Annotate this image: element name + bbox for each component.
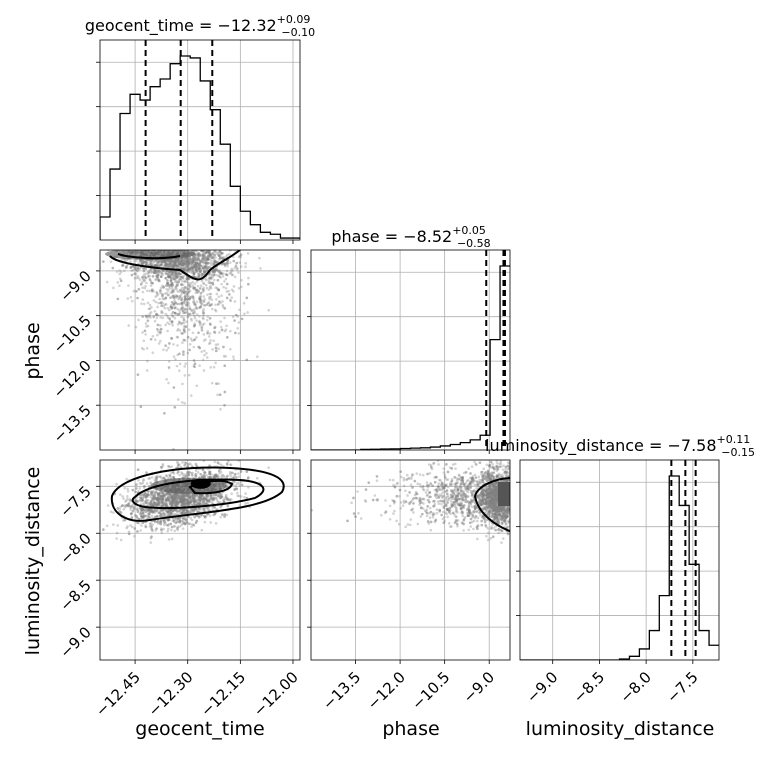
x-tick-label: −9.0 xyxy=(523,668,561,706)
axes-frame xyxy=(99,39,301,241)
panel-geocent_time-vs-phase: −13.5−12.0−10.5 −9.0 xyxy=(50,249,301,454)
panel-luminosity_distance-hist: −9.0 −8.5 −8.0 −7.5 xyxy=(516,459,720,707)
xlabel-luminosity-distance: luminosity_distance xyxy=(526,718,715,740)
grid-lines xyxy=(520,460,719,660)
y-tick-label: −10.5 xyxy=(50,312,95,357)
x-tick-label: −8.0 xyxy=(616,668,654,706)
grid-lines xyxy=(311,250,510,450)
contour-outer xyxy=(110,466,285,522)
grid-lines xyxy=(311,460,510,660)
title-geocent-time: geocent_time = −12.32+0.09 −0.10 xyxy=(85,13,315,39)
density-core xyxy=(498,482,510,506)
x-tick-label: −12.45 xyxy=(92,668,144,720)
panel-geocent_time-vs-luminosity_distance: −12.45 −12.30 −12.15 −12.00 −9.0 −8.5 −8.0 −7.5 xyxy=(56,459,302,720)
x-tick-label: −12.0 xyxy=(364,668,409,713)
x-tick-label: −10.5 xyxy=(408,668,453,713)
scatter-geocent_time-phase xyxy=(100,250,270,450)
y-tick-label: −7.5 xyxy=(56,482,94,520)
x-tick-label: −12.00 xyxy=(250,668,302,720)
grid-lines xyxy=(100,40,300,240)
y-tick-label: −12.0 xyxy=(50,357,95,402)
ylabel-luminosity-distance: luminosity_distance xyxy=(22,467,44,656)
scatter-phase-luminosity_distance xyxy=(311,460,510,544)
axes-frame xyxy=(99,249,301,451)
scatter-geocent_time-luminosity_distance xyxy=(100,460,285,544)
x-tick-label: −13.5 xyxy=(319,668,364,713)
y-tick-label: −8.0 xyxy=(56,529,94,567)
y-tick-label: −8.5 xyxy=(56,576,94,614)
axes-frame xyxy=(310,459,511,661)
axes-frame xyxy=(310,249,511,451)
xlabel-phase: phase xyxy=(382,718,439,740)
contour-inner xyxy=(188,479,234,495)
ylabel-phase: phase xyxy=(22,322,44,379)
histogram-phase xyxy=(311,265,510,450)
title-luminosity-distance: luminosity_distance = −7.58+0.11 −0.15 xyxy=(485,433,755,459)
y-tick-label: −9.0 xyxy=(56,267,94,305)
histogram-luminosity_distance xyxy=(520,475,719,660)
x-tick-label: −12.15 xyxy=(197,668,249,720)
axes-frame xyxy=(519,459,720,661)
y-tick-label: −13.5 xyxy=(50,401,95,446)
contour-mid xyxy=(117,253,181,260)
xlabel-geocent-time: geocent_time xyxy=(135,718,264,740)
contour-mid xyxy=(131,478,265,509)
contour-outer xyxy=(473,477,510,533)
x-tick-label: −7.5 xyxy=(663,668,701,706)
histogram-geocent_time xyxy=(100,55,300,240)
axes-frame xyxy=(99,459,301,661)
grid-lines xyxy=(100,460,300,660)
x-tick-label: −12.30 xyxy=(145,668,197,720)
contour-outer xyxy=(109,250,241,281)
grid-lines xyxy=(100,250,300,450)
x-tick-label: −9.0 xyxy=(460,668,498,706)
x-tick-label: −8.5 xyxy=(570,668,608,706)
panel-phase-vs-luminosity_distance: −13.5 −12.0 −10.5 −9.0 xyxy=(307,459,511,713)
y-tick-label: −9.0 xyxy=(56,623,94,661)
panel-phase-hist xyxy=(307,249,511,454)
panel-geocent_time-hist xyxy=(96,39,301,244)
title-phase: phase = −8.52+0.05 −0.58 xyxy=(331,224,490,250)
